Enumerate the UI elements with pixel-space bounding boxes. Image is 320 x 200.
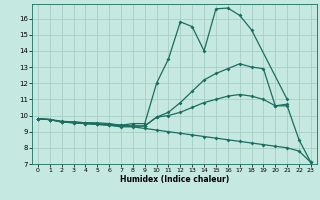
X-axis label: Humidex (Indice chaleur): Humidex (Indice chaleur) (120, 175, 229, 184)
